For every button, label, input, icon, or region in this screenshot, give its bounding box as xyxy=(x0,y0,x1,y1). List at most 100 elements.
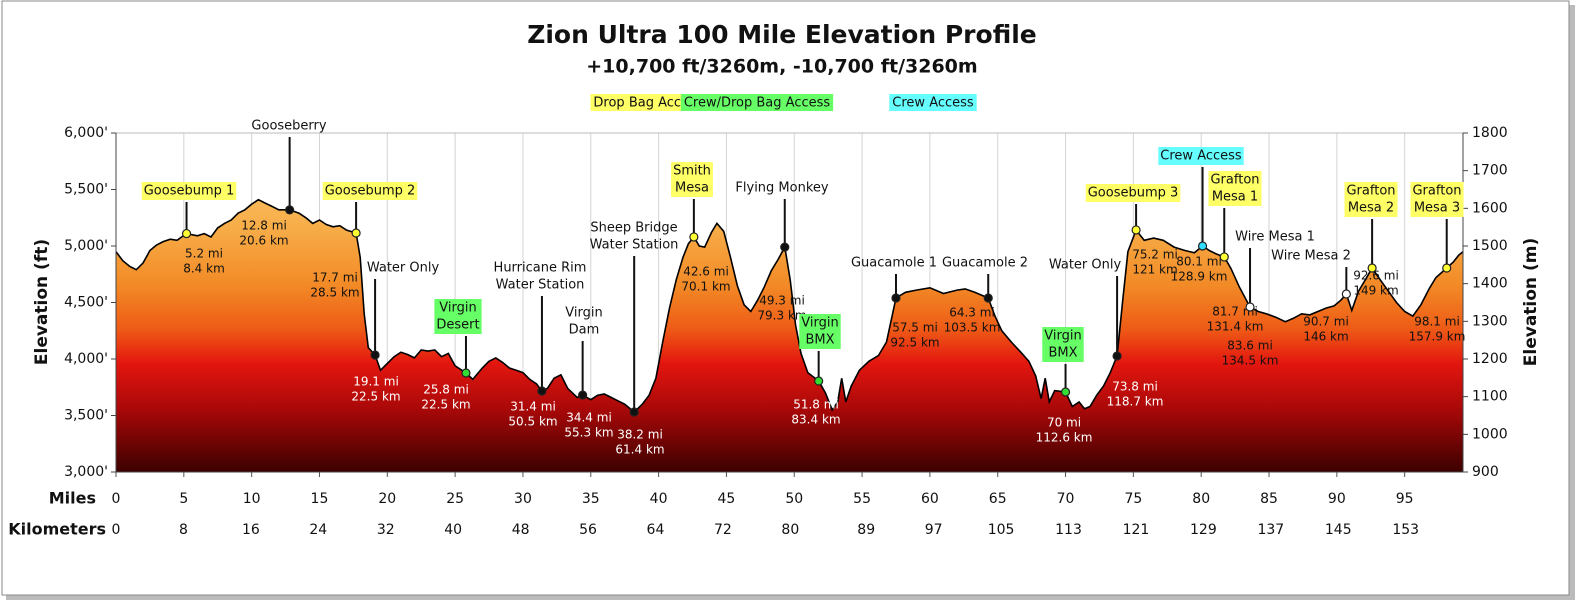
x-tick-label: 80 xyxy=(1192,491,1210,507)
x2-tick-label: 105 xyxy=(988,522,1015,538)
x-tick-label: 55 xyxy=(853,491,871,507)
station-label: Goosebump 3 xyxy=(1088,186,1179,201)
y-axis-label: Elevation (ft) xyxy=(32,239,52,365)
chart-subtitle: +10,700 ft/3260m, -10,700 ft/3260m xyxy=(586,56,977,78)
station-marker xyxy=(1341,289,1351,299)
x-tick-label: 40 xyxy=(650,491,668,507)
station-marker xyxy=(181,228,192,239)
station-distance-km: 79.3 km xyxy=(757,309,806,323)
legend-label: Drop Bag Access xyxy=(593,96,702,111)
station-distance-mi: 83.6 mi xyxy=(1227,339,1273,353)
station-distance-km: 55.3 km xyxy=(564,426,613,440)
x2-tick-label: 129 xyxy=(1190,522,1217,538)
station-label: BMX xyxy=(1048,346,1077,361)
label-highlight xyxy=(141,182,237,200)
x2-tick-label: 153 xyxy=(1392,522,1419,538)
station-label: Water Only xyxy=(367,261,440,276)
y-tick-label: 3,000' xyxy=(64,464,108,480)
station-distance-mi: 42.6 mi xyxy=(683,265,729,279)
station-marker xyxy=(351,228,361,238)
x2-tick-label: 8 xyxy=(179,522,188,538)
station-distance-mi: 31.4 mi xyxy=(510,400,556,414)
station-marker xyxy=(689,232,699,242)
x-tick-label: 15 xyxy=(311,491,329,507)
station-marker xyxy=(814,376,824,386)
station-label: Desert xyxy=(436,318,479,333)
station-marker xyxy=(1245,302,1255,312)
station-label: Virgin xyxy=(565,306,602,321)
station-distance-km: 61.4 km xyxy=(615,443,664,457)
y2-tick-label: 1500 xyxy=(1472,238,1508,254)
station-distance-mi: 12.8 mi xyxy=(241,219,287,233)
station-label: Mesa 2 xyxy=(1348,201,1394,216)
station-distance-km: 50.5 km xyxy=(508,415,557,429)
station-label: Goosebump 1 xyxy=(144,184,235,199)
y2-tick-label: 1300 xyxy=(1472,313,1508,329)
y-tick-label: 4,000' xyxy=(64,351,108,367)
station-label: Water Station xyxy=(496,278,585,293)
station-marker xyxy=(1060,387,1071,397)
station-marker xyxy=(537,386,547,396)
station-distance-mi: 90.7 mi xyxy=(1303,315,1349,329)
x-tick-label: 85 xyxy=(1260,491,1278,507)
x2-tick-label: 16 xyxy=(242,522,260,538)
label-highlight xyxy=(322,182,418,200)
label-highlight xyxy=(1410,182,1464,217)
station-label: Virgin xyxy=(801,316,838,331)
station-distance-mi: 80.1 mi xyxy=(1176,255,1222,269)
x2-tick-label: 72 xyxy=(714,522,732,538)
x2-tick-label: 24 xyxy=(309,522,327,538)
x2-axis-label: Kilometers xyxy=(8,520,106,539)
station-distance-mi: 49.3 mi xyxy=(759,294,805,308)
station-distance-mi: 25.8 mi xyxy=(423,383,469,397)
station-label: Gooseberry xyxy=(251,119,326,134)
station-marker xyxy=(285,205,295,215)
x2-tick-label: 97 xyxy=(925,522,943,538)
station-marker xyxy=(983,293,993,303)
station-marker xyxy=(1367,263,1377,273)
station-distance-km: 20.6 km xyxy=(239,234,288,248)
legend-label: Crew Access xyxy=(892,96,974,111)
station-distance-km: 112.6 km xyxy=(1036,431,1093,445)
station-label: Water Station xyxy=(590,238,679,253)
x-tick-label: 30 xyxy=(514,491,532,507)
station-distance-km: 8.4 km xyxy=(183,262,225,276)
x2-tick-label: 80 xyxy=(781,522,799,538)
station-distance-km: 118.7 km xyxy=(1107,395,1164,409)
x-tick-label: 50 xyxy=(785,491,803,507)
station-label: Guacamole 1 xyxy=(851,256,937,271)
label-highlight xyxy=(1085,184,1181,202)
station-marker xyxy=(578,390,588,400)
station-label: BMX xyxy=(805,333,834,348)
x2-tick-label: 0 xyxy=(112,522,121,538)
station-label: Sheep Bridge xyxy=(590,221,677,236)
station-label: Dam xyxy=(569,323,600,338)
station-distance-mi: 64.3 mi xyxy=(949,306,995,320)
x-tick-label: 10 xyxy=(243,491,261,507)
label-highlight xyxy=(671,162,713,197)
x2-tick-label: 145 xyxy=(1325,522,1352,538)
station-distance-km: 157.9 km xyxy=(1409,330,1466,344)
station-label: Virgin xyxy=(1044,329,1081,344)
station-label: Grafton xyxy=(1346,184,1395,199)
x2-tick-label: 48 xyxy=(512,522,530,538)
y-tick-label: 5,000' xyxy=(64,238,108,254)
station-distance-km: 128.9 km xyxy=(1171,270,1228,284)
x2-tick-label: 121 xyxy=(1123,522,1150,538)
x2-tick-label: 113 xyxy=(1055,522,1082,538)
x-tick-label: 70 xyxy=(1057,491,1075,507)
y-tick-label: 6,000' xyxy=(64,125,108,141)
station-distance-mi: 51.8 mi xyxy=(793,398,839,412)
station-label: Crew Access xyxy=(1160,149,1242,164)
legend-swatch xyxy=(590,94,706,111)
x-tick-label: 25 xyxy=(446,491,464,507)
label-highlight xyxy=(1158,147,1244,165)
x2-tick-label: 40 xyxy=(444,522,462,538)
y2-tick-label: 1600 xyxy=(1472,200,1508,216)
x2-tick-label: 56 xyxy=(579,522,597,538)
x-axis-label: Miles xyxy=(49,489,96,508)
x-tick-label: 20 xyxy=(378,491,396,507)
station-distance-km: 28.5 km xyxy=(310,286,359,300)
